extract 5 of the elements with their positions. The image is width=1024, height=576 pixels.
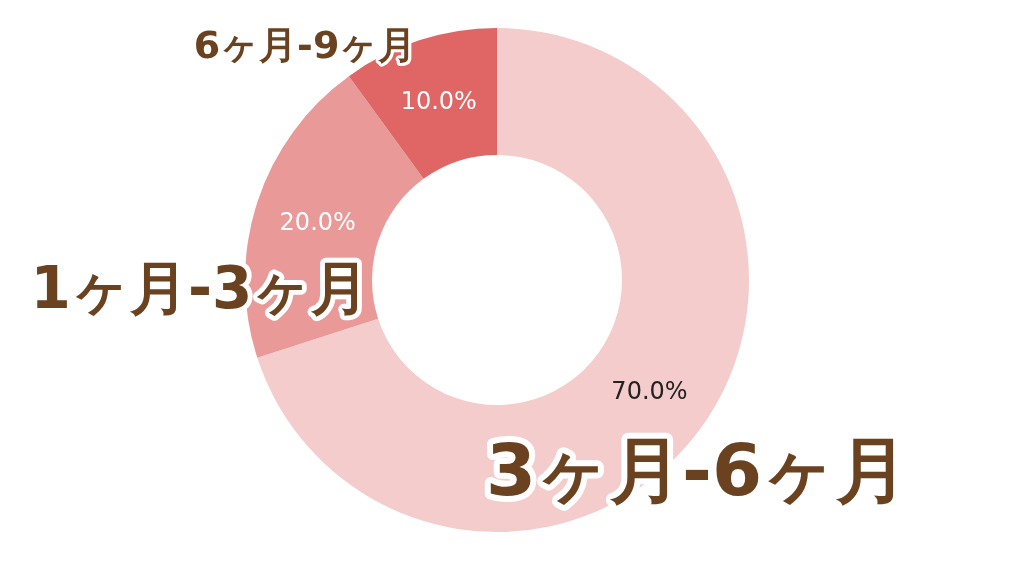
slice-label: 1ヶ月-3ヶ月 [30, 254, 370, 322]
data-label: 20.0% [279, 207, 356, 236]
data-label: 70.0% [611, 376, 688, 405]
data-label: 10.0% [400, 86, 477, 115]
slice-label: 3ヶ月-6ヶ月 [485, 428, 909, 512]
